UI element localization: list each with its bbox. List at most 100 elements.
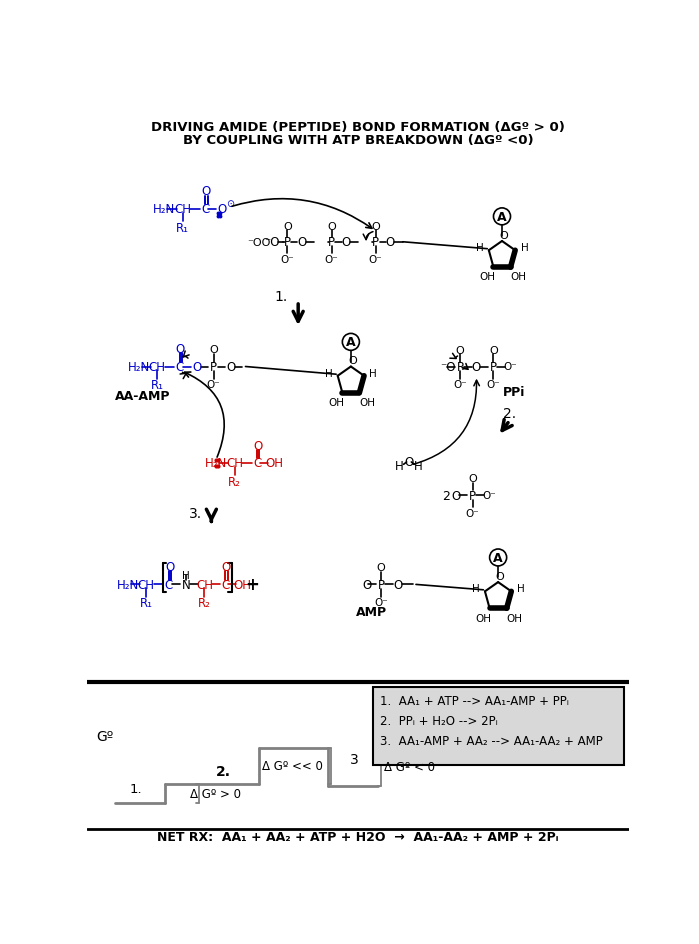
Text: 2.: 2. [503,406,517,420]
Text: R₁: R₁ [140,597,153,610]
Text: 2: 2 [442,489,450,502]
Text: O: O [468,474,477,483]
Text: CH: CH [226,457,243,470]
Text: O: O [451,489,460,502]
Text: OH: OH [480,272,496,282]
Text: DRIVING AMIDE (PEPTIDE) BOND FORMATION (ΔGº > 0): DRIVING AMIDE (PEPTIDE) BOND FORMATION (… [151,121,565,134]
Text: O⁻: O⁻ [453,379,467,390]
Text: O: O [499,230,508,241]
Text: N: N [182,579,190,591]
Text: O: O [298,236,307,249]
Text: H₂N: H₂N [128,361,150,374]
Text: O⁻: O⁻ [324,255,338,264]
Text: CH: CH [174,203,192,216]
Text: H: H [324,368,332,379]
Text: H: H [472,583,480,594]
Text: 2.: 2. [215,764,231,778]
Text: C: C [221,579,229,591]
Text: A: A [346,336,356,349]
Text: O: O [377,563,385,573]
Text: O⁻: O⁻ [280,255,294,264]
Text: H: H [414,460,423,473]
Text: 2.  PPᵢ + H₂O --> 2Pᵢ: 2. PPᵢ + H₂O --> 2Pᵢ [380,715,498,728]
Text: O: O [192,361,201,374]
Text: C: C [253,457,261,470]
Text: C: C [175,361,184,374]
Text: 3: 3 [350,752,359,767]
Text: O: O [283,221,291,231]
Text: CH: CH [149,361,166,374]
Text: 3.: 3. [189,506,202,520]
Text: BY COUPLING WITH ATP BREAKDOWN (ΔGº <0): BY COUPLING WITH ATP BREAKDOWN (ΔGº <0) [182,134,533,146]
Text: Δ Gº > 0: Δ Gº > 0 [189,786,240,800]
Text: O: O [363,579,372,591]
Text: O⁻: O⁻ [466,508,480,518]
Circle shape [493,209,510,226]
Text: O⁻: O⁻ [487,379,500,390]
Text: P: P [469,489,476,502]
Text: H: H [517,583,524,594]
Text: H: H [182,570,189,581]
Text: O: O [201,185,210,198]
Text: OH: OH [359,397,375,408]
Circle shape [489,549,507,566]
Text: OH: OH [475,613,491,623]
Text: P: P [284,236,291,249]
Text: O: O [222,561,231,574]
Text: NET RX:  AA₁ + AA₂ + ATP + H2O  →  AA₁-AA₂ + AMP + 2Pᵢ: NET RX: AA₁ + AA₂ + ATP + H2O → AA₁-AA₂ … [157,830,559,843]
Text: O⁻: O⁻ [369,255,382,264]
Text: CH: CH [196,579,213,591]
Text: PPi: PPi [503,385,525,398]
Text: +: + [245,576,259,594]
Text: H₂N: H₂N [206,457,227,470]
Text: H: H [475,243,484,253]
Circle shape [343,334,359,351]
Text: AMP: AMP [356,605,387,618]
Text: O: O [342,236,351,249]
Text: O⁻: O⁻ [483,491,496,500]
Text: A: A [493,551,503,565]
Text: H₂N: H₂N [153,203,175,216]
Text: O: O [489,346,498,355]
Text: O: O [472,361,481,374]
Text: P: P [456,361,463,374]
Text: OH: OH [233,579,252,591]
Text: H₂N: H₂N [117,579,139,591]
Text: O: O [405,455,414,468]
Text: O: O [386,236,395,249]
Text: 3.  AA₁-AMP + AA₂ --> AA₁-AA₂ + AMP: 3. AA₁-AMP + AA₂ --> AA₁-AA₂ + AMP [380,734,603,748]
Text: O: O [226,361,236,374]
Text: OH: OH [328,397,344,408]
Text: ⁻OO: ⁻OO [247,238,271,247]
Text: ⁻O: ⁻O [264,236,280,249]
Text: CH: CH [138,579,154,591]
Text: P: P [490,361,497,374]
Text: Δ Gº << 0: Δ Gº << 0 [262,759,323,772]
Text: C: C [165,579,173,591]
Text: O⁻: O⁻ [207,379,221,390]
Text: O: O [327,221,336,231]
Text: P: P [210,361,217,374]
Text: 1.: 1. [129,783,142,795]
Text: OH: OH [265,457,283,470]
Text: H: H [396,460,404,473]
Text: O: O [496,571,504,582]
Text: O⁻: O⁻ [374,598,388,608]
Text: H: H [370,368,377,379]
Text: O: O [394,579,403,591]
Text: P: P [372,236,379,249]
Text: OH: OH [510,272,526,282]
Text: R₂: R₂ [198,597,211,610]
Text: 1.: 1. [274,290,287,303]
FancyBboxPatch shape [373,687,624,765]
Text: O: O [175,343,185,356]
Text: O: O [217,203,227,216]
Text: R₂: R₂ [228,475,241,488]
Text: O: O [209,345,218,354]
Text: 1.  AA₁ + ATP --> AA₁-AMP + PPᵢ: 1. AA₁ + ATP --> AA₁-AMP + PPᵢ [380,695,569,707]
Text: AA-AMP: AA-AMP [115,390,171,403]
Text: O: O [456,346,465,355]
Text: O: O [348,356,356,366]
Text: Gº: Gº [96,730,113,743]
Text: P: P [328,236,335,249]
